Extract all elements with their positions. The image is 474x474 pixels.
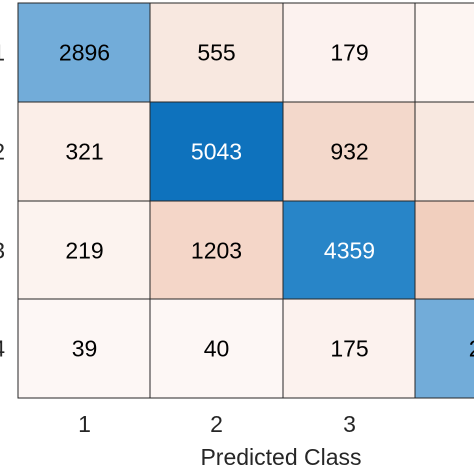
row-tick-label: 2 — [0, 139, 5, 165]
heatmap-cell — [149, 101, 284, 202]
heatmap-cell — [17, 200, 152, 301]
cell-value-label: 40 — [204, 336, 230, 362]
row-tick-label: 1 — [0, 40, 5, 66]
heatmap-cell — [282, 2, 417, 103]
cell-value-label: 24 — [469, 336, 474, 362]
heatmap-cell — [17, 298, 152, 399]
x-axis-label: Predicted Class — [200, 444, 361, 470]
cell-value-label: 321 — [65, 139, 103, 165]
row-tick-label: 4 — [0, 336, 5, 362]
row-tick-label: 3 — [0, 238, 5, 264]
heatmap-cell — [414, 200, 474, 301]
heatmap-cell — [282, 298, 417, 399]
heatmap-cell — [282, 101, 417, 202]
heatmap-values: 2896555179132150439325219120343591394017… — [59, 40, 474, 362]
cell-value-label: 4359 — [324, 238, 375, 264]
heatmap-cell — [149, 200, 284, 301]
cell-value-label: 39 — [72, 336, 98, 362]
cell-value-label: 555 — [197, 40, 235, 66]
cell-value-label: 5043 — [191, 139, 242, 165]
heatmap-cell — [414, 101, 474, 202]
column-tick-label: 2 — [210, 411, 223, 437]
heatmap-cell — [17, 101, 152, 202]
heatmap-cell — [414, 2, 474, 103]
row-tick-labels: 1 2 3 4 — [0, 40, 5, 362]
cell-value-label: 2896 — [59, 40, 110, 66]
cell-value-label: 932 — [330, 139, 368, 165]
cell-value-label: 179 — [330, 40, 368, 66]
heatmap-cell — [414, 298, 474, 399]
cell-value-label: 175 — [330, 336, 368, 362]
cell-value-label: 219 — [65, 238, 103, 264]
heatmap-cell — [149, 2, 284, 103]
heatmap-cells — [17, 2, 474, 399]
heatmap-cell — [17, 2, 152, 103]
column-tick-labels: 1234 — [78, 411, 356, 437]
column-tick-label: 3 — [343, 411, 356, 437]
heatmap-cell — [149, 298, 284, 399]
column-tick-label: 1 — [78, 411, 91, 437]
cell-value-label: 1203 — [191, 238, 242, 264]
